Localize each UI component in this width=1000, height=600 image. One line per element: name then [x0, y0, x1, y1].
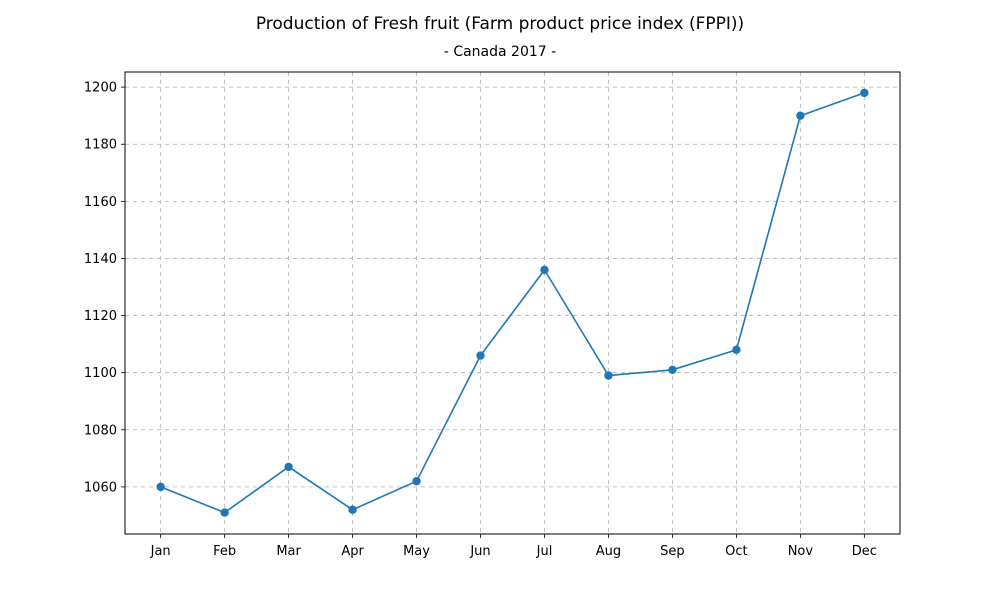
data-point: [412, 476, 421, 486]
y-tick-label: 1160: [84, 195, 117, 210]
data-point: [156, 482, 165, 492]
axes-frame: [124, 71, 901, 535]
y-tick-label: 1080: [84, 423, 117, 438]
y-tick-label: 1180: [84, 138, 117, 153]
x-tick-label: Dec: [852, 544, 877, 559]
grid: [125, 72, 900, 534]
data-point: [732, 345, 741, 355]
data-point: [668, 365, 677, 375]
series: [156, 88, 869, 517]
x-tick-label: Oct: [725, 544, 747, 559]
x-tick-label: Nov: [788, 544, 814, 559]
data-point: [796, 111, 805, 120]
data-point: [476, 351, 485, 360]
series-line: [160, 92, 865, 514]
chart-subtitle: - Canada 2017 -: [443, 44, 557, 60]
data-point: [540, 265, 549, 275]
chart-title: Production of Fresh fruit (Farm product …: [255, 14, 745, 34]
x-tick-label: Feb: [213, 544, 236, 559]
y-tick-label: 1140: [84, 252, 117, 267]
x-tick-label: May: [403, 544, 430, 559]
data-point: [284, 462, 293, 472]
x-tick-label: Jul: [536, 544, 553, 559]
data-point: [220, 508, 229, 517]
x-tick-label: Apr: [341, 544, 364, 559]
axis-ticks: 1060 1080 1100 1120 1140 1160 1180 1200 Jan Feb Ma…: [84, 81, 877, 559]
x-tick-label: Sep: [660, 544, 685, 559]
y-tick-label: 1100: [84, 366, 117, 381]
x-tick-label: Jan: [150, 544, 171, 559]
y-tick-label: 1120: [84, 309, 117, 324]
x-tick-label: Mar: [276, 544, 301, 559]
x-tick-label: Aug: [596, 544, 621, 559]
x-tick-label: Jun: [469, 544, 490, 559]
data-point: [604, 371, 613, 380]
data-point: [860, 88, 869, 98]
data-point: [348, 505, 357, 514]
y-tick-label: 1060: [84, 480, 117, 495]
y-tick-label: 1200: [84, 81, 117, 96]
